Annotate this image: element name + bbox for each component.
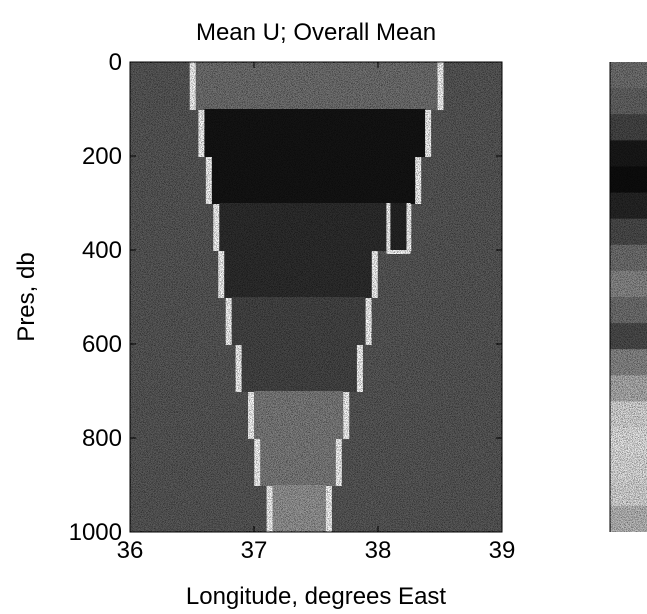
- x-tick-label: 37: [241, 537, 268, 564]
- y-tick-label: 1000: [69, 519, 122, 546]
- y-tick-label: 0: [109, 49, 122, 76]
- plot-area: [130, 62, 502, 532]
- plot-frame: [129, 61, 503, 533]
- grain-overlay: [130, 62, 502, 532]
- x-tick-label: 39: [489, 537, 516, 564]
- x-axis: 36 37 38 39: [117, 62, 516, 564]
- chart-title: Mean U; Overall Mean: [196, 19, 436, 46]
- y-tick-label: 800: [82, 425, 122, 452]
- x-tick-label: 38: [365, 537, 392, 564]
- colorbar-grain: [610, 62, 647, 532]
- y-axis: 0 200 400 600 800 1000: [69, 49, 502, 546]
- y-tick-label: 200: [82, 143, 122, 170]
- x-axis-label: Longitude, degrees East: [186, 583, 447, 610]
- x-tick-label: 36: [117, 537, 144, 564]
- y-tick-label: 600: [82, 331, 122, 358]
- y-tick-label: 400: [82, 237, 122, 264]
- colorbar: [610, 62, 647, 532]
- y-axis-label: Pres, db: [13, 252, 40, 341]
